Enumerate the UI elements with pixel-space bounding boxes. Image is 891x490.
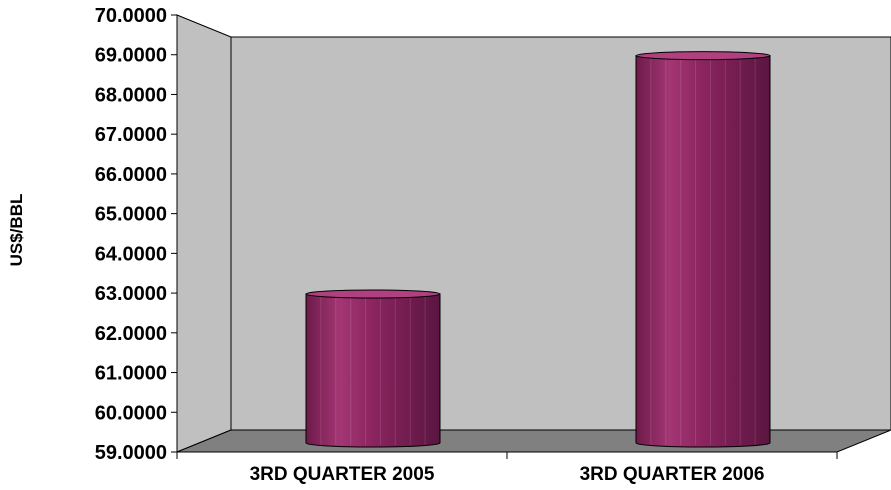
value-axis: 59.0000 60.0000 61.0000 62.0000 63.0000 64.00… xyxy=(95,5,178,464)
y-tick-label: 59.0000 xyxy=(95,442,167,464)
y-axis-title: US$/BBL xyxy=(7,194,26,267)
bar-top xyxy=(305,289,441,299)
y-tick-label: 63.0000 xyxy=(95,283,167,305)
bars-group xyxy=(305,51,771,448)
plot-walls xyxy=(176,14,891,453)
y-tick-label: 61.0000 xyxy=(95,363,167,385)
y-tick-label: 60.0000 xyxy=(95,402,167,424)
side-wall xyxy=(176,14,232,453)
floor xyxy=(176,429,891,453)
bar xyxy=(305,289,441,448)
bar-top xyxy=(635,51,771,61)
category-axis: 3RD QUARTER 2005 3RD QUARTER 2006 xyxy=(176,451,838,485)
x-tick-label: 3RD QUARTER 2006 xyxy=(580,464,765,485)
y-tick-label: 62.0000 xyxy=(95,323,167,345)
y-tick-label: 64.0000 xyxy=(95,243,167,265)
y-tick-label: 68.0000 xyxy=(95,84,167,106)
y-tick-label: 70.0000 xyxy=(95,5,167,27)
y-tick-label: 69.0000 xyxy=(95,45,167,67)
y-tick-label: 66.0000 xyxy=(95,164,167,186)
bar-body xyxy=(305,293,441,448)
y-tick-label: 65.0000 xyxy=(95,204,167,226)
x-tick-label: 3RD QUARTER 2005 xyxy=(250,464,435,485)
bar xyxy=(635,51,771,448)
y-tick-label: 67.0000 xyxy=(95,124,167,146)
bar-body xyxy=(635,55,771,448)
